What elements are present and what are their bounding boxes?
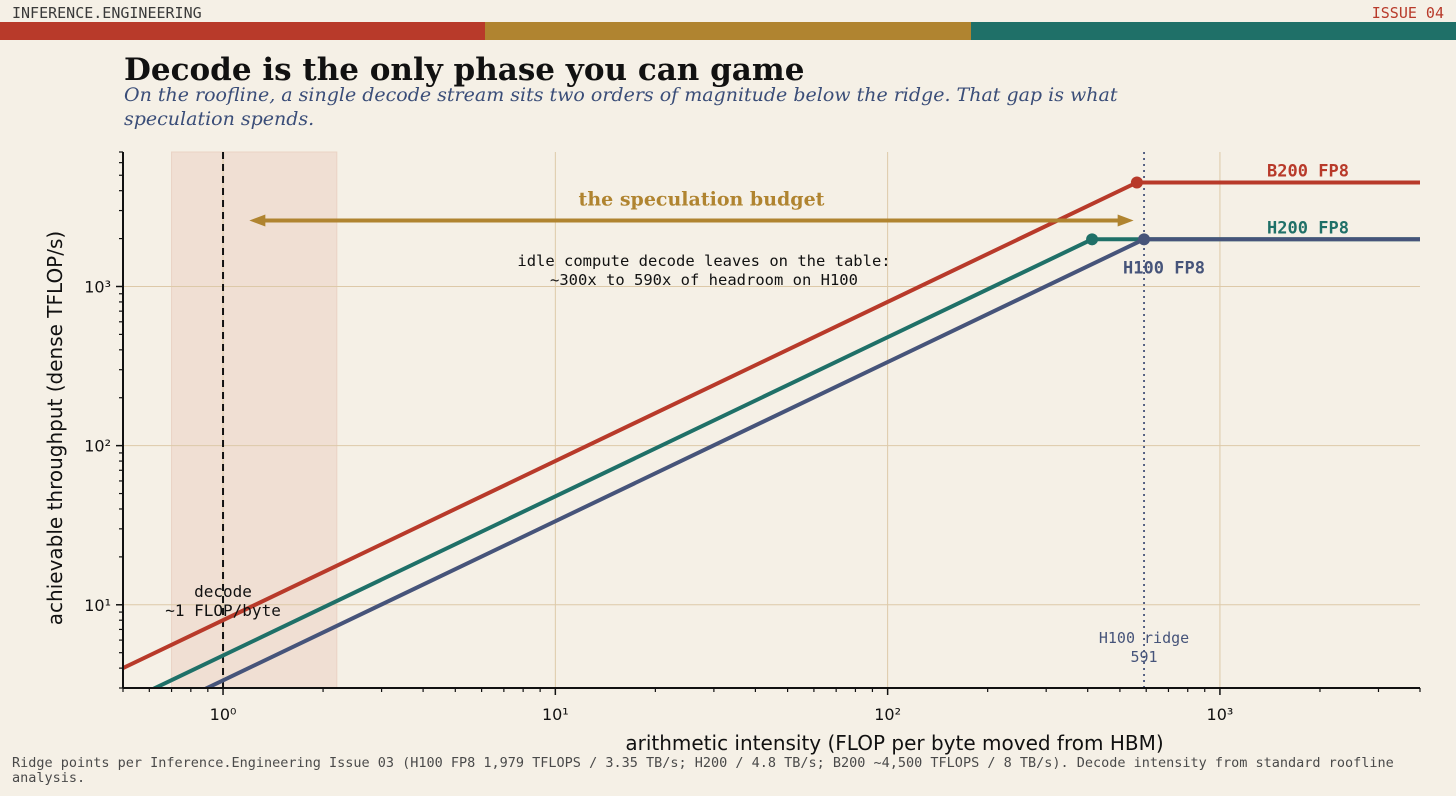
color-bar-teal [970,22,1456,40]
chart-subtitle: On the roofline, a single decode stream … [124,84,1118,130]
brand-color-bar [0,22,1456,40]
idle-compute-annotation: idle compute decode leaves on the table:… [517,252,890,289]
ridge-point-2 [1138,233,1151,246]
y-tick-label: 10¹ [84,596,111,615]
masthead-brand: INFERENCE.ENGINEERING [12,4,202,22]
masthead-issue: ISSUE 04 [1371,4,1444,22]
x-tick-label: 10¹ [542,705,569,724]
x-tick-label: 10² [874,705,901,724]
series-label-1: H200 FP8 [1267,218,1349,238]
color-bar-red [0,22,486,40]
ridge-point-0 [1130,176,1143,189]
ridge-point-1 [1086,233,1099,246]
x-tick-label: 10³ [1207,705,1234,724]
decode-annotation: decode ~1 FLOP/byte [165,582,281,620]
y-tick-label: 10³ [84,277,111,296]
budget-label: the speculation budget [579,188,825,210]
decode-band [171,151,338,689]
x-axis-label: arithmetic intensity (FLOP per byte move… [625,731,1163,755]
budget-arrow-head-left [249,214,266,227]
footnote: Ridge points per Inference.Engineering I… [12,755,1394,786]
budget-arrow-head-right [1117,214,1134,227]
color-bar-gold [485,22,971,40]
y-axis-label: achievable throughput (dense TFLOP/s) [43,231,67,625]
series-label-2: H100 FP8 [1123,258,1205,278]
x-tick-label: 10⁰ [210,705,237,724]
h100-ridge-annotation: H100 ridge 591 [1099,629,1189,666]
series-label-0: B200 FP8 [1267,162,1349,182]
y-tick-label: 10² [84,437,111,456]
chart-title: Decode is the only phase you can game [124,52,805,88]
